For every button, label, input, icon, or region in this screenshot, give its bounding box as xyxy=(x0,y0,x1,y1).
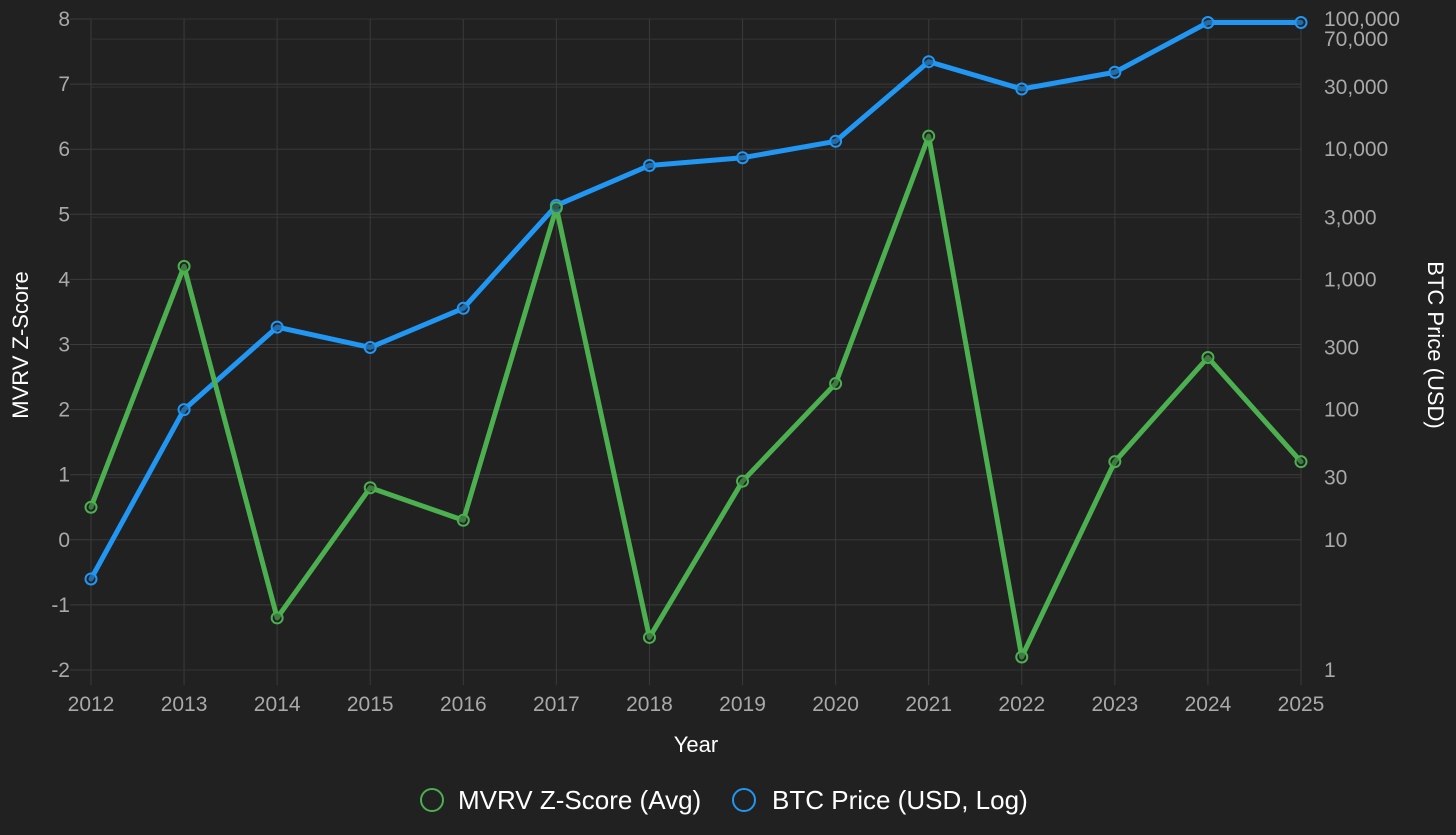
right-tick-label: 10,000 xyxy=(1324,138,1388,161)
right-axis-ticks: 1 10 30 100 300 1,000 3,000 10,000 30,000 70,0001… xyxy=(1324,8,1400,682)
data-point-btc xyxy=(1294,15,1308,29)
data-point-mvrv xyxy=(1108,455,1122,469)
series-lines xyxy=(88,19,1304,660)
legend: MVRV Z-Score (Avg) BTC Price (USD, Log) xyxy=(420,785,1028,815)
left-axis-title: MVRV Z-Score xyxy=(8,271,33,419)
data-point-mvrv xyxy=(270,611,284,625)
left-tick-label: 1 xyxy=(58,464,70,487)
data-point-btc xyxy=(1108,65,1122,79)
data-point-btc xyxy=(922,55,936,69)
legend-label-btc: BTC Price (USD, Log) xyxy=(772,785,1028,815)
data-point-btc xyxy=(84,572,98,586)
data-point-mvrv xyxy=(177,259,191,273)
left-tick-label: 8 xyxy=(58,8,70,31)
x-tick-label: 2012 xyxy=(68,693,115,716)
right-axis-title: BTC Price (USD) xyxy=(1423,261,1448,428)
grid xyxy=(70,18,1302,685)
left-axis-ticks: -2 -1 0 1 2 3 4 5 6 7 8 xyxy=(51,8,70,682)
legend-item-btc[interactable]: BTC Price (USD, Log) xyxy=(732,785,1028,815)
data-point-mvrv xyxy=(829,377,843,391)
x-tick-label: 2020 xyxy=(812,693,859,716)
series-points xyxy=(84,15,1308,664)
x-tick-label: 2016 xyxy=(440,693,487,716)
data-point-btc xyxy=(363,340,377,354)
legend-item-mvrv[interactable]: MVRV Z-Score (Avg) xyxy=(420,785,701,815)
x-tick-label: 2017 xyxy=(533,693,580,716)
x-axis-title: Year xyxy=(674,732,718,757)
data-point-mvrv xyxy=(1201,351,1215,365)
x-tick-label: 2014 xyxy=(254,693,301,716)
legend-marker-btc xyxy=(732,788,756,812)
right-tick-label: 300 xyxy=(1324,336,1359,359)
right-tick-label: 1 xyxy=(1324,659,1336,682)
right-tick-label: 1,000 xyxy=(1324,268,1377,291)
x-tick-label: 2021 xyxy=(905,693,952,716)
data-point-btc xyxy=(642,158,656,172)
data-point-mvrv xyxy=(363,481,377,495)
data-point-btc xyxy=(829,134,843,148)
data-point-mvrv xyxy=(456,513,470,527)
series-line-mvrv xyxy=(88,133,1304,660)
legend-marker-mvrv xyxy=(420,788,444,812)
right-tick-label: 100 xyxy=(1324,399,1359,422)
left-tick-label: -1 xyxy=(51,594,70,617)
x-tick-label: 2019 xyxy=(719,693,766,716)
data-point-btc xyxy=(270,320,284,334)
left-tick-label: 6 xyxy=(58,138,70,161)
right-tick-label: 3,000 xyxy=(1324,206,1377,229)
x-tick-label: 2015 xyxy=(347,693,394,716)
data-point-mvrv xyxy=(549,201,563,215)
data-point-btc xyxy=(456,301,470,315)
right-tick-label: 30 xyxy=(1324,467,1347,490)
data-point-mvrv xyxy=(642,630,656,644)
data-point-btc xyxy=(1201,15,1215,29)
left-tick-label: 0 xyxy=(58,529,70,552)
data-point-mvrv xyxy=(736,474,750,488)
x-tick-label: 2013 xyxy=(161,693,208,716)
right-tick-label: 100,000 xyxy=(1324,8,1400,31)
left-tick-label: 5 xyxy=(58,203,70,226)
data-point-mvrv xyxy=(84,500,98,514)
data-point-btc xyxy=(1015,82,1029,96)
left-tick-label: 4 xyxy=(58,268,70,291)
left-tick-label: -2 xyxy=(51,659,70,682)
legend-label-mvrv: MVRV Z-Score (Avg) xyxy=(458,785,701,815)
left-tick-label: 2 xyxy=(58,399,70,422)
x-tick-label: 2022 xyxy=(998,693,1045,716)
data-point-mvrv xyxy=(1294,455,1308,469)
x-tick-label: 2023 xyxy=(1091,693,1138,716)
data-point-btc xyxy=(736,151,750,165)
x-tick-label: 2024 xyxy=(1185,693,1232,716)
data-point-btc xyxy=(177,403,191,417)
x-tick-label: 2025 xyxy=(1278,693,1325,716)
right-tick-label: 70,000 xyxy=(1324,28,1388,51)
left-tick-label: 7 xyxy=(58,73,70,96)
left-tick-label: 3 xyxy=(58,334,70,357)
x-tick-label: 2018 xyxy=(626,693,673,716)
right-tick-label: 10 xyxy=(1324,529,1347,552)
series-line-btc xyxy=(88,19,1304,582)
right-tick-label: 30,000 xyxy=(1324,76,1388,99)
x-axis-ticks: 2012 2013 2014 2015 2016 2017 2018 2019 2020 2021… xyxy=(68,693,1325,716)
data-point-mvrv xyxy=(922,129,936,143)
data-point-mvrv xyxy=(1015,650,1029,664)
